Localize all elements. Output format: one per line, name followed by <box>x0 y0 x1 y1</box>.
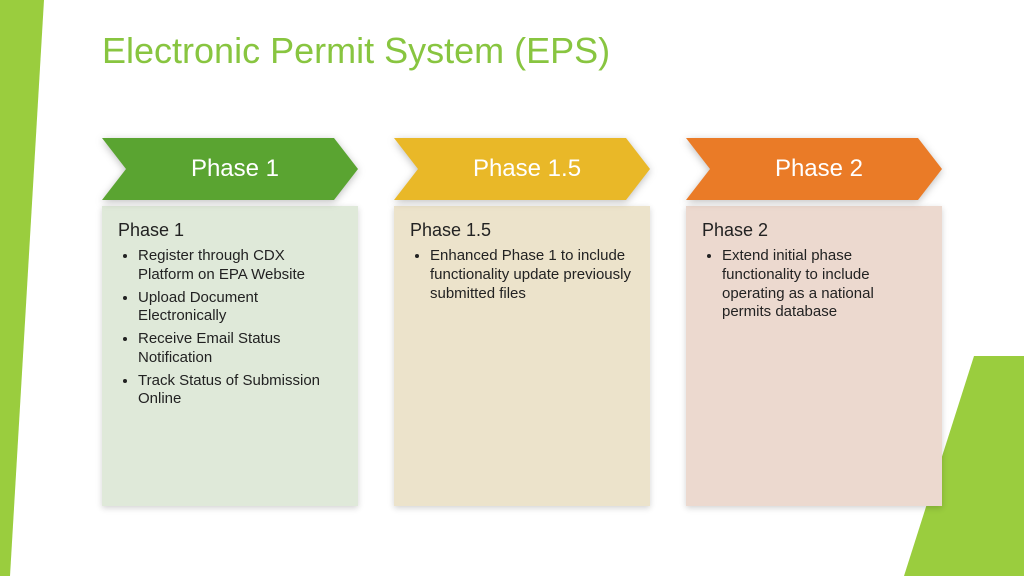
phase-column-2: Phase 2 Phase 2 Extend initial phase funct… <box>686 138 942 506</box>
phase-bullet-1-0: Enhanced Phase 1 to include functionalit… <box>430 247 634 303</box>
phase-bullets-1: Enhanced Phase 1 to include functionalit… <box>410 247 634 303</box>
phase-bullets-0: Register through CDX Platform on EPA Web… <box>118 247 342 409</box>
phase-bullet-2-0: Extend initial phase functionality to in… <box>722 247 926 322</box>
phase-subtitle-2: Phase 2 <box>702 220 926 241</box>
phase-bullet-0-3: Track Status of Submission Online <box>138 372 342 410</box>
phase-bullet-0-2: Receive Email Status Notification <box>138 330 342 368</box>
phase-chevron-1: Phase 1.5 <box>394 138 650 200</box>
phase-card-2: Phase 2 Extend initial phase functionalit… <box>686 206 942 506</box>
phase-bullet-0-1: Upload Document Electronically <box>138 289 342 327</box>
phase-chevron-2: Phase 2 <box>686 138 942 200</box>
phase-chevron-label-0: Phase 1 <box>102 138 358 200</box>
phase-bullets-2: Extend initial phase functionality to in… <box>702 247 926 322</box>
phase-chevron-label-2: Phase 2 <box>686 138 942 200</box>
page-title: Electronic Permit System (EPS) <box>102 30 610 72</box>
phase-column-0: Phase 1 Phase 1 Register through CDX Platf… <box>102 138 358 506</box>
phases-row: Phase 1 Phase 1 Register through CDX Platf… <box>102 138 942 506</box>
phase-chevron-0: Phase 1 <box>102 138 358 200</box>
background-accent-left <box>0 0 56 576</box>
phase-chevron-label-1: Phase 1.5 <box>394 138 650 200</box>
phase-subtitle-1: Phase 1.5 <box>410 220 634 241</box>
phase-card-0: Phase 1 Register through CDX Platform on … <box>102 206 358 506</box>
phase-column-1: Phase 1.5 Phase 1.5 Enhanced Phase 1 to in… <box>394 138 650 506</box>
phase-subtitle-0: Phase 1 <box>118 220 342 241</box>
phase-card-1: Phase 1.5 Enhanced Phase 1 to include fun… <box>394 206 650 506</box>
phase-bullet-0-0: Register through CDX Platform on EPA Web… <box>138 247 342 285</box>
